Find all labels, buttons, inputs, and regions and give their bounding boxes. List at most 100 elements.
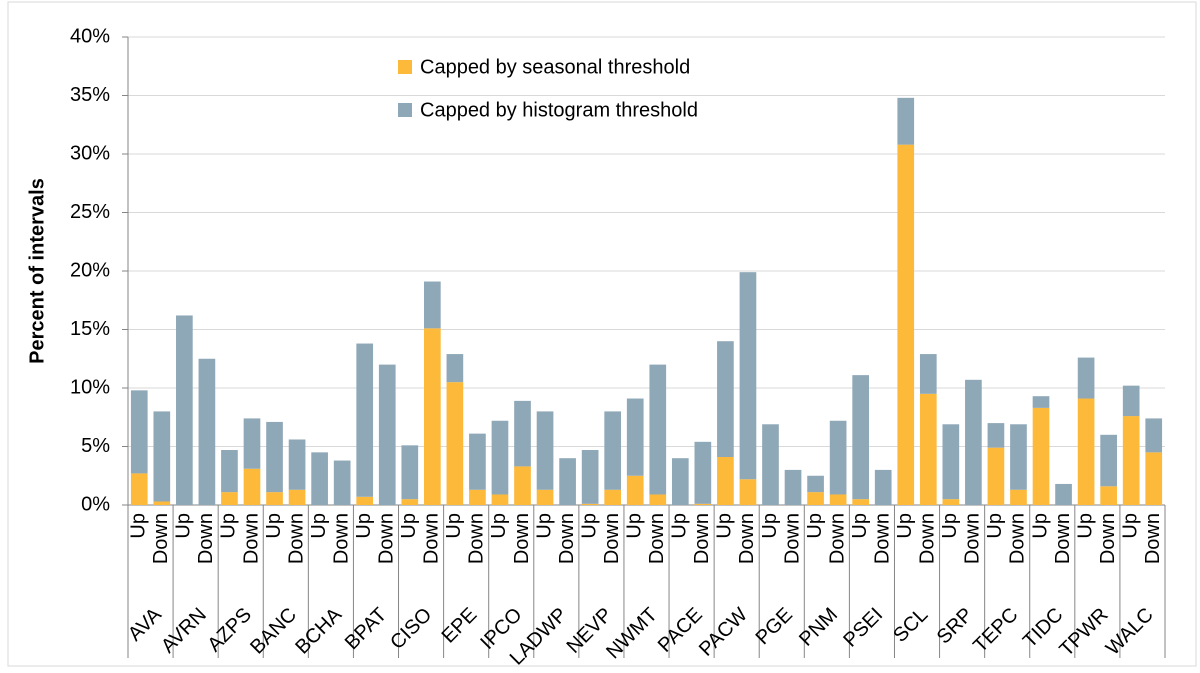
x-tick-label: Down	[285, 513, 307, 564]
bar-segment	[514, 466, 531, 505]
bar-segment	[762, 424, 779, 505]
bar-segment	[829, 494, 847, 505]
bar-segment	[987, 423, 1005, 448]
legend-label: Capped by seasonal threshold	[420, 56, 690, 78]
x-tick-label: Up	[173, 513, 195, 539]
bar-segment	[198, 358, 216, 505]
x-tick-label: Up	[398, 513, 420, 539]
bar-segment	[423, 281, 441, 329]
x-tick-label: Down	[376, 513, 398, 564]
x-tick-label: Down	[736, 513, 758, 564]
x-tick-label: Up	[939, 513, 961, 539]
x-tick-label: Down	[871, 513, 893, 564]
group-label: PSEI	[839, 604, 887, 652]
bar-segment	[604, 489, 622, 505]
x-tick-label: Up	[533, 513, 555, 539]
x-tick-label: Down	[646, 513, 668, 564]
x-tick-label: Down	[691, 513, 713, 564]
group-label: NWMT	[602, 604, 662, 664]
bar-segment	[942, 424, 960, 500]
y-tick-label: 30%	[70, 142, 110, 164]
x-tick-label: Down	[826, 513, 848, 564]
bar-segment	[288, 489, 306, 505]
bar-segment	[1145, 452, 1163, 505]
legend-swatch	[398, 60, 412, 74]
group-label: WALC	[1102, 604, 1158, 660]
bar-segment	[717, 457, 734, 505]
y-tick-label: 0%	[81, 493, 110, 515]
group-label: EPE	[438, 604, 482, 648]
x-tick-label: Up	[128, 513, 150, 539]
x-tick-label: Up	[218, 513, 240, 539]
x-tick-label: Up	[804, 513, 826, 539]
x-tick-label: Up	[353, 513, 375, 539]
bar-segment	[1122, 385, 1140, 417]
x-tick-label: Down	[1097, 513, 1119, 564]
bar-segment	[153, 501, 171, 505]
bar-segment	[153, 411, 171, 502]
x-tick-label: Up	[669, 513, 691, 539]
x-tick-label: Down	[1052, 513, 1074, 564]
bar-segment	[356, 496, 374, 505]
bar-segment	[1055, 483, 1072, 505]
x-tick-label: Up	[578, 513, 600, 539]
bar-segment	[852, 499, 870, 505]
bar-segment	[694, 441, 712, 504]
bar-segment	[694, 503, 712, 505]
bar-segment	[446, 382, 464, 505]
y-tick-label: 10%	[70, 376, 110, 398]
bar-segment	[784, 469, 802, 505]
x-tick-label: Down	[240, 513, 262, 564]
bar-segment	[1010, 489, 1027, 505]
x-tick-label: Down	[150, 513, 172, 564]
bar-segment	[491, 420, 509, 495]
bar-segment	[649, 364, 667, 495]
group-label: PNM	[795, 604, 842, 651]
bar-segment	[852, 375, 870, 500]
x-tick-label: Down	[962, 513, 984, 564]
bar-segment	[559, 458, 576, 505]
bar-segment	[671, 458, 689, 505]
bar-segment	[897, 97, 915, 145]
bar-segment	[446, 354, 464, 383]
y-axis-title: Percent of intervals	[26, 178, 48, 364]
bar-segment	[130, 473, 148, 505]
y-tick-label: 20%	[70, 259, 110, 281]
bar-segment	[243, 418, 261, 469]
group-label: CISO	[386, 604, 436, 654]
group-label: AZPS	[203, 604, 256, 657]
x-tick-label: Up	[759, 513, 781, 539]
bar-segment	[739, 272, 757, 480]
x-tick-label: Up	[443, 513, 465, 539]
bar-segment	[401, 445, 419, 500]
group-label: PGE	[752, 604, 797, 649]
bar-segment	[1032, 396, 1050, 408]
bar-segment	[1010, 424, 1027, 490]
group-label: BPAT	[341, 604, 391, 654]
legend-label: Capped by histogram threshold	[420, 99, 698, 121]
bar-segment	[604, 411, 622, 490]
bar-segment	[221, 492, 238, 505]
bar-segment	[649, 494, 667, 505]
bar-segment	[897, 144, 915, 505]
x-tick-label: Up	[1119, 513, 1141, 539]
y-tick-label: 40%	[70, 25, 110, 47]
bar-segment	[266, 421, 283, 493]
bar-segment	[1032, 407, 1050, 505]
bar-segment	[356, 343, 374, 497]
bar-segment	[1122, 416, 1140, 505]
bar-segment	[1100, 486, 1117, 505]
bar-segment	[1145, 418, 1163, 453]
bar-segment	[491, 494, 509, 505]
bar-segment	[536, 411, 554, 490]
x-tick-label: Down	[330, 513, 352, 564]
x-tick-label: Down	[1007, 513, 1029, 564]
x-tick-label: Down	[601, 513, 623, 564]
bar-segment	[1077, 398, 1095, 505]
group-label: TPWR	[1055, 604, 1112, 661]
x-tick-label: Down	[421, 513, 443, 564]
group-label: AVRN	[157, 604, 211, 658]
bar-segment	[469, 489, 486, 505]
x-tick-label: Up	[984, 513, 1006, 539]
bar-segment	[536, 489, 554, 505]
